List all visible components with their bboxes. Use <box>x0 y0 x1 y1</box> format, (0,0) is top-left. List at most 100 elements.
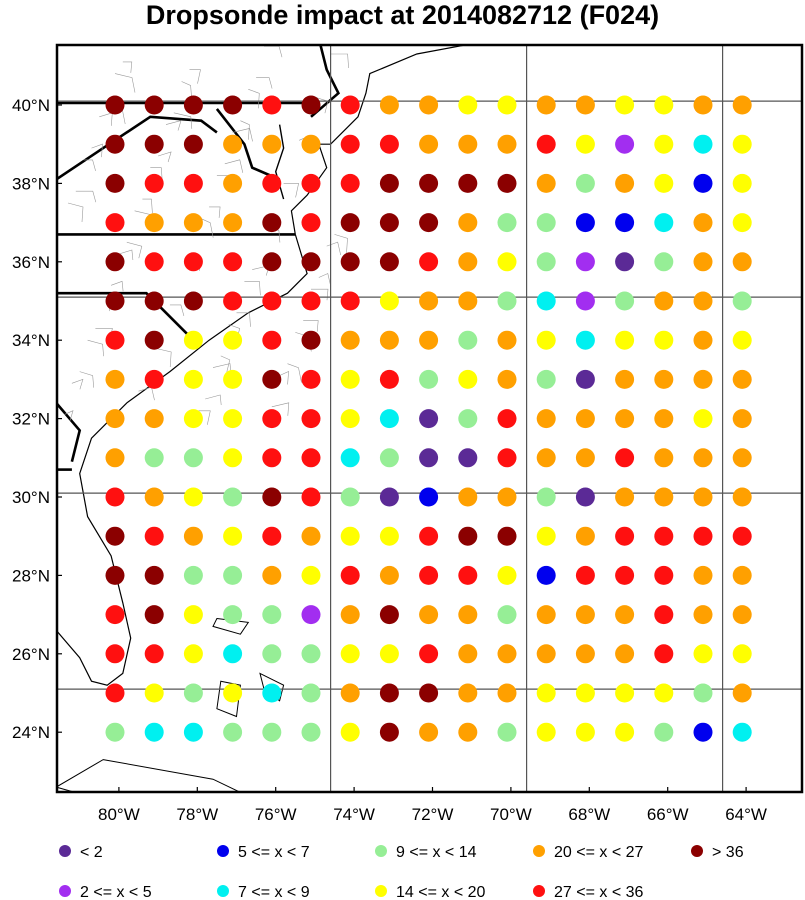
impact-point <box>615 722 635 742</box>
county-line <box>232 128 253 142</box>
impact-point <box>379 526 399 546</box>
impact-point <box>144 213 164 233</box>
impact-point <box>419 252 439 272</box>
impact-point <box>144 605 164 625</box>
impact-point <box>223 409 243 429</box>
lon-tick-label: 70°W <box>490 805 532 824</box>
impact-point <box>497 722 517 742</box>
impact-point <box>105 291 125 311</box>
impact-point <box>105 526 125 546</box>
impact-point <box>144 330 164 350</box>
county-line <box>248 89 260 109</box>
impact-point <box>458 252 478 272</box>
impact-point <box>615 291 635 311</box>
impact-point <box>458 369 478 389</box>
impact-point <box>458 644 478 664</box>
county-line <box>224 159 244 173</box>
county-line <box>122 61 133 73</box>
impact-point <box>419 448 439 468</box>
impact-point <box>379 644 399 664</box>
impact-point <box>223 95 243 115</box>
impact-point <box>419 644 439 664</box>
impact-point <box>223 605 243 625</box>
impact-point <box>536 526 556 546</box>
impact-point <box>497 369 517 389</box>
impact-point <box>301 291 321 311</box>
impact-point <box>183 252 203 272</box>
impact-point <box>262 330 282 350</box>
impact-point <box>340 369 360 389</box>
impact-point <box>615 252 635 272</box>
impact-point <box>575 487 595 507</box>
impact-point <box>732 252 752 272</box>
impact-point <box>183 95 203 115</box>
county-line <box>67 202 84 223</box>
impact-point <box>183 173 203 193</box>
impact-point <box>419 95 439 115</box>
impact-point <box>693 134 713 154</box>
lat-tick-label: 32°N <box>12 410 50 429</box>
county-line <box>150 167 163 182</box>
impact-point <box>575 252 595 272</box>
impact-point <box>654 644 674 664</box>
impact-point <box>301 409 321 429</box>
impact-point <box>458 526 478 546</box>
impact-point <box>615 448 635 468</box>
legend-swatch <box>217 845 229 857</box>
impact-point <box>340 330 360 350</box>
impact-point <box>575 291 595 311</box>
impact-point <box>183 213 203 233</box>
legend-swatch <box>375 845 387 857</box>
county-line <box>220 355 231 372</box>
impact-point <box>693 722 713 742</box>
impact-point <box>419 722 439 742</box>
county-line <box>118 249 134 261</box>
state-border <box>57 402 82 463</box>
impact-point <box>732 369 752 389</box>
state-border <box>57 115 218 181</box>
impact-point <box>458 134 478 154</box>
lat-tick-label: 38°N <box>12 174 50 193</box>
impact-point <box>497 409 517 429</box>
lon-axis-labels: 80°W 78°W 76°W 74°W 72°W 70°W 68°W 66°W 64°W <box>98 787 767 824</box>
impact-point <box>183 722 203 742</box>
lat-tick-label: 24°N <box>12 723 50 742</box>
impact-point <box>105 173 125 193</box>
county-line <box>318 273 332 287</box>
impact-point <box>301 252 321 272</box>
impact-point <box>732 644 752 664</box>
impact-point <box>654 605 674 625</box>
impact-point <box>693 95 713 115</box>
county-line <box>256 77 273 89</box>
impact-point <box>458 448 478 468</box>
impact-point <box>262 95 282 115</box>
impact-point <box>105 448 125 468</box>
island <box>57 759 241 792</box>
impact-point <box>340 722 360 742</box>
impact-point <box>693 683 713 703</box>
impact-point <box>732 448 752 468</box>
legend-label: 5 <= x < 7 <box>238 844 310 861</box>
impact-point <box>654 448 674 468</box>
impact-point <box>654 683 674 703</box>
impact-point <box>615 369 635 389</box>
impact-point <box>340 565 360 585</box>
impact-point <box>144 369 164 389</box>
impact-point <box>183 526 203 546</box>
impact-point <box>497 252 517 272</box>
impact-point <box>262 369 282 389</box>
impact-point <box>223 722 243 742</box>
impact-point <box>693 213 713 233</box>
county-line <box>209 206 221 218</box>
impact-point <box>458 213 478 233</box>
impact-point <box>615 409 635 429</box>
impact-point <box>105 369 125 389</box>
legend-label: < 2 <box>80 844 103 861</box>
impact-point <box>144 448 164 468</box>
impact-points <box>105 95 752 742</box>
impact-point <box>262 565 282 585</box>
impact-point <box>262 722 282 742</box>
impact-point <box>223 487 243 507</box>
impact-point <box>144 291 164 311</box>
impact-point <box>144 722 164 742</box>
